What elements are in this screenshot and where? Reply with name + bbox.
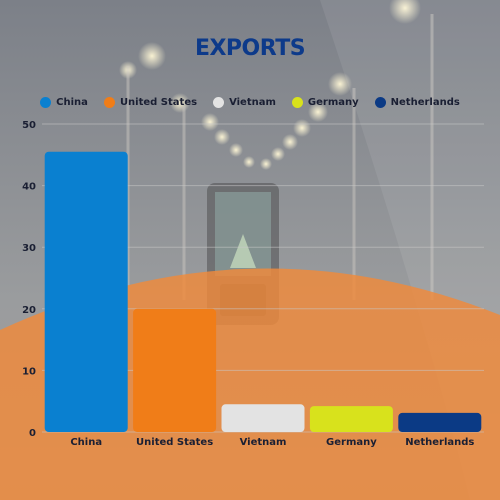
legend-swatch xyxy=(291,97,303,108)
legend-swatch xyxy=(213,97,225,108)
bar xyxy=(398,412,482,432)
bar xyxy=(309,406,393,432)
y-tick-label: 40 xyxy=(22,182,36,193)
bar xyxy=(44,151,128,432)
legend: China United States Vietnam Germany Netherla… xyxy=(0,97,500,108)
legend-item: United States xyxy=(103,97,198,108)
legend-swatch xyxy=(40,97,52,108)
legend-label: Netherlands xyxy=(390,97,460,108)
street-light-poles xyxy=(126,14,434,300)
y-tick-label: 20 xyxy=(22,305,36,316)
x-tick-label: Germany xyxy=(326,437,377,448)
legend-label: United States xyxy=(119,97,198,108)
legend-label: Vietnam xyxy=(229,97,276,108)
legend-label: China xyxy=(56,97,88,108)
legend-item: Vietnam xyxy=(213,97,276,108)
legend-item: China xyxy=(40,97,88,108)
y-tick-label: 50 xyxy=(22,120,36,131)
legend-swatch xyxy=(103,97,115,108)
x-tick-label: China xyxy=(70,437,102,448)
x-tick-label: Netherlands xyxy=(405,437,474,448)
legend-item: Germany xyxy=(291,97,359,108)
x-tick-label: Vietnam xyxy=(240,437,287,448)
y-tick-label: 0 xyxy=(29,428,36,439)
legend-swatch xyxy=(374,97,386,108)
bar xyxy=(133,308,217,432)
y-tick-label: 10 xyxy=(22,366,36,377)
legend-item: Netherlands xyxy=(374,97,460,108)
bar xyxy=(221,404,305,432)
chart-title: EXPORTS xyxy=(194,36,306,61)
x-tick-label: United States xyxy=(136,437,213,448)
y-tick-label: 30 xyxy=(22,243,36,254)
legend-label: Germany xyxy=(307,97,359,108)
